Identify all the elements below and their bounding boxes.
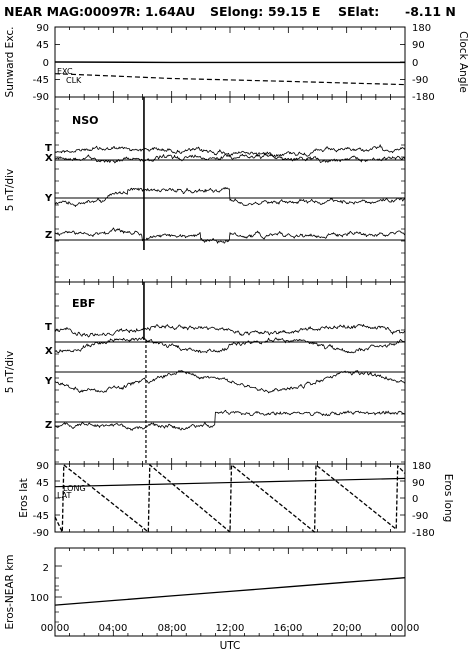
long-series-label: LONG: [63, 484, 86, 493]
header-selat-label: SElat:: [338, 4, 379, 19]
x-tick-label-6: 00:00: [391, 623, 420, 634]
sunward-right-tick-0: 0: [412, 58, 418, 69]
header-distance: R: 1.64AU: [126, 4, 195, 19]
header-selat-value: -8.11 N: [405, 4, 456, 19]
x-tick-label-5: 20:00: [333, 623, 362, 634]
sunward-left-tick-0: 0: [43, 58, 49, 69]
eros-right-tick-m180: -180: [412, 528, 435, 539]
ebf-panel-tag: EBF: [72, 297, 95, 310]
eros-right-tick-m90: -90: [412, 511, 428, 522]
sunward-ylabel-left: Sunward Exc.: [4, 27, 16, 98]
nso-trace-x: [54, 153, 406, 164]
x-tick-label-4: 16:00: [274, 623, 303, 634]
tick-marks: [54, 26, 406, 636]
eros-right-tick-90: 90: [412, 478, 425, 489]
nso-trace-y: [54, 187, 406, 207]
nso-trace-label-x: X: [45, 153, 53, 164]
eros-left-tick-45: 45: [36, 478, 49, 489]
nso-panel-frame: [54, 96, 406, 283]
nso-ylabel: 5 nT/div: [4, 169, 16, 211]
header-doy: 00097: [84, 4, 128, 19]
nso-trace-z: [54, 227, 406, 244]
ebf-trace-label-y: Y: [44, 376, 53, 387]
eros-ylabel-left: Eros lat: [18, 478, 30, 517]
ebf-ylabel: 5 nT/div: [4, 351, 16, 393]
sunward-left-tick-45: 45: [36, 40, 49, 51]
x-axis-label: UTC: [220, 640, 241, 652]
data-traces: [54, 61, 406, 606]
header-selong-label: SElong:: [210, 4, 263, 19]
distance-tick-100: 100: [30, 593, 49, 604]
eros-left-tick-m90: -90: [33, 528, 49, 539]
ebf-trace-x: [54, 336, 406, 354]
nso-trace-label-y: Y: [44, 193, 53, 204]
ebf-trace-label-z: Z: [45, 420, 52, 431]
nso-trace-label-t: T: [45, 143, 52, 154]
sunward-right-tick-m90: -90: [412, 75, 428, 86]
header-mission: NEAR MAG:: [4, 4, 84, 19]
eros-ylabel-right: Eros long: [442, 474, 454, 523]
ebf-panel-frame: [54, 281, 406, 465]
ebf-trace-z: [54, 409, 406, 431]
eros-right-tick-180: 180: [412, 461, 431, 472]
eros-series-long: [54, 464, 406, 533]
x-tick-label-2: 08:00: [158, 623, 187, 634]
ebf-trace-y: [54, 370, 406, 394]
sunward-left-tick-m45: -45: [33, 75, 49, 86]
sunward-right-tick-180: 180: [412, 23, 431, 34]
distance-ylabel: Eros-NEAR km: [4, 554, 16, 629]
x-tick-label-1: 04:00: [99, 623, 128, 634]
sunward-series-clk: [54, 73, 406, 86]
x-tick-label-0: 00:00: [41, 623, 70, 634]
exc-series-label: EXC: [57, 67, 73, 76]
sunward-left-tick-m90: -90: [33, 92, 49, 103]
distance-series: [54, 577, 406, 606]
eros-right-tick-0: 0: [412, 494, 418, 505]
clk-series-label: CLK: [66, 76, 82, 85]
distance-tick-2: 2: [43, 563, 49, 574]
sunward-left-tick-90: 90: [36, 23, 49, 34]
nso-trace-t: [54, 144, 406, 157]
ebf-trace-label-t: T: [45, 322, 52, 333]
ebf-trace-t: [54, 324, 406, 338]
sunward-ylabel-right: Clock Angle: [457, 31, 469, 93]
eros-left-tick-m45: -45: [33, 511, 49, 522]
x-tick-label-3: 12:00: [216, 623, 245, 634]
eros-left-tick-0: 0: [43, 494, 49, 505]
eros-series-lat: [54, 477, 406, 488]
lat-series-label: LAT: [57, 491, 71, 500]
eros-left-tick-90: 90: [36, 461, 49, 472]
nso-panel-tag: NSO: [72, 114, 98, 127]
header-selong-value: 59.15 E: [268, 4, 320, 19]
ebf-trace-label-x: X: [45, 346, 53, 357]
nso-trace-label-z: Z: [45, 230, 52, 241]
sunward-right-tick-m180: -180: [412, 92, 435, 103]
sunward-right-tick-90: 90: [412, 40, 425, 51]
